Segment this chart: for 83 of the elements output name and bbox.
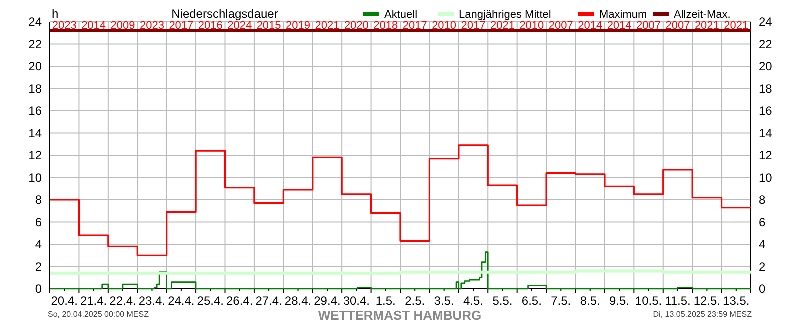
annotation: 2017 [461, 20, 486, 32]
annotation: 2010 [520, 20, 544, 32]
x-tick-label: 28.4. [284, 294, 312, 308]
text: Di, 13.05.2025 23:59 MESZ [653, 310, 752, 319]
y2-tick-label: 8 [759, 193, 766, 207]
annotation: 2014 [82, 20, 106, 32]
x-tick-label: 3.5. [434, 294, 454, 308]
annotation: 2020 [344, 20, 369, 32]
y-tick-label: 18 [28, 82, 42, 96]
annotation: 2018 [374, 20, 398, 32]
y-axis-title: h [52, 7, 59, 21]
x-tick-label: 27.4. [256, 294, 282, 308]
annotation: 2017 [169, 20, 194, 32]
y-tick-label: 10 [28, 170, 42, 185]
x-tick-label: 22.4. [110, 294, 136, 308]
annotation: 2009 [110, 20, 136, 32]
x-tick-label: 30.4. [343, 294, 370, 308]
x-tick-label: 20.4. [51, 294, 78, 308]
y-tick-label: 4 [35, 238, 42, 252]
annotation: 2014 [607, 20, 632, 32]
legend-label: Maximum [600, 9, 648, 21]
y2-tick-label: 10 [759, 170, 773, 185]
y2-tick-label: 14 [759, 126, 773, 140]
annotation: 2015 [256, 20, 282, 32]
y-tick-label: 0 [35, 282, 42, 296]
y2-tick-label: 18 [759, 82, 773, 96]
annotation: 2007 [548, 20, 574, 32]
y-tick-label: 8 [35, 193, 42, 207]
annotation: 2021 [724, 20, 749, 32]
y2-tick-label: 2 [759, 260, 766, 274]
annotation: 2021 [694, 20, 720, 32]
legend-label: Aktuell [384, 9, 418, 21]
y-tick-label: 16 [28, 104, 42, 118]
annotation: 2021 [315, 20, 340, 32]
y-tick-label: 6 [35, 215, 42, 230]
y2-tick-label: 12 [759, 148, 773, 162]
y2-tick-label: 22 [759, 37, 773, 52]
x-tick-label: 29.4. [314, 294, 341, 308]
annotation: 2023 [52, 20, 77, 32]
x-tick-label: 1.5. [376, 294, 396, 308]
y2-tick-label: 4 [759, 238, 766, 252]
x-tick-label: 12.5. [694, 294, 721, 308]
annotation: 2024 [228, 20, 252, 32]
annotation: 2010 [432, 20, 457, 32]
y-tick-label: 14 [28, 126, 42, 140]
legend-label: Langjähriges Mittel [459, 9, 552, 21]
y-tick-label: 12 [28, 148, 42, 162]
annotation: 2014 [578, 20, 603, 32]
x-tick-label: 5.5. [492, 294, 513, 308]
x-tick-label: 24.4. [168, 294, 195, 308]
annotation: 2023 [140, 20, 164, 32]
x-tick-label: 7.5. [551, 294, 572, 308]
x-tick-label: 2.5. [405, 294, 426, 308]
x-tick-label: 6.5. [522, 294, 542, 308]
y2-tick-label: 20 [759, 60, 773, 74]
y2-tick-label: 0 [759, 282, 766, 296]
annotation: 2007 [666, 20, 690, 32]
x-tick-label: 25.4. [197, 294, 224, 308]
annotation: 2021 [490, 20, 515, 32]
x-tick-label: 23.4. [138, 294, 166, 308]
y-tick-label: 22 [28, 37, 42, 52]
chart-title: Niederschlagsdauer [172, 7, 278, 21]
annotation: 2016 [198, 20, 223, 32]
x-tick-label: 9.5. [610, 294, 630, 308]
text: WETTERMAST HAMBURG [318, 308, 482, 323]
y2-tick-label: 24 [759, 15, 773, 29]
annotation: 2017 [402, 20, 428, 32]
x-tick-label: 10.5. [635, 294, 662, 308]
legend-label: Allzeit-Max. [674, 9, 731, 21]
x-tick-label: 8.5. [580, 294, 600, 308]
y2-tick-label: 6 [759, 215, 766, 230]
y-tick-label: 20 [28, 60, 42, 74]
x-tick-label: 11.5. [665, 294, 691, 308]
x-tick-label: 26.4. [226, 294, 254, 308]
x-tick-label: 13.5. [723, 294, 750, 308]
y-tick-label: 2 [35, 260, 42, 274]
x-tick-label: 4.5. [464, 294, 484, 308]
y2-tick-label: 16 [759, 104, 773, 118]
annotation: 2019 [286, 20, 311, 32]
x-tick-label: 21.4. [80, 294, 108, 308]
y-tick-label: 24 [28, 15, 42, 29]
text: So, 20.04.2025 00:00 MESZ [48, 310, 150, 319]
annotation: 2007 [636, 20, 662, 32]
